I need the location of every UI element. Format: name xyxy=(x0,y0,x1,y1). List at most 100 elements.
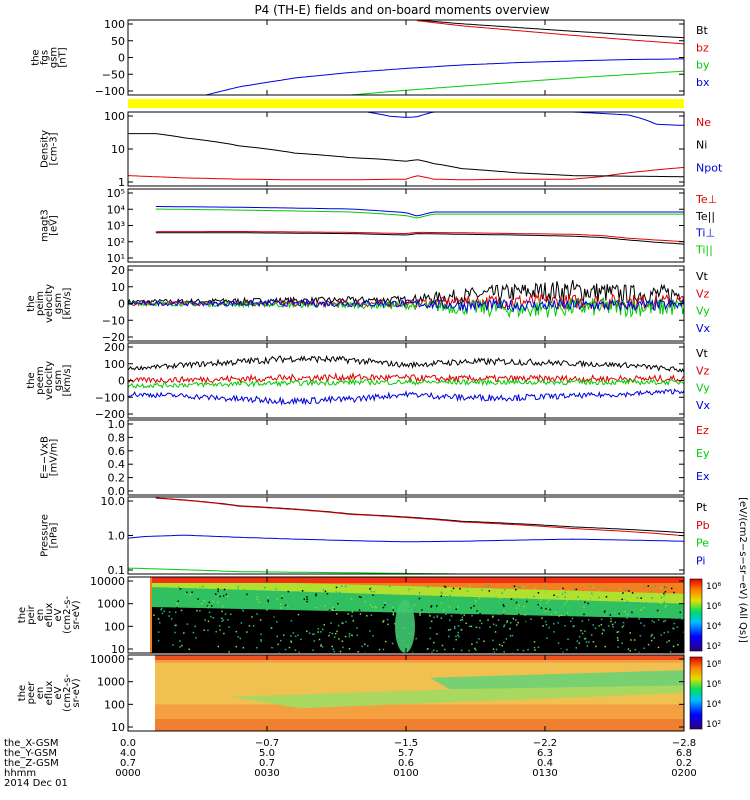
y-tick-label: 10² xyxy=(107,236,125,249)
series-pi-line xyxy=(127,534,685,543)
y-tick-label: 50 xyxy=(111,35,125,48)
series-vx-line xyxy=(127,388,685,406)
y-axis-label: E=−VxB xyxy=(40,436,51,479)
series-npot-line xyxy=(367,111,685,126)
y-axis-label: peir xyxy=(26,604,37,624)
y-axis-label: [mV/m] xyxy=(49,439,60,477)
series-bx-line xyxy=(205,58,684,96)
x-tick-value: 0.0 xyxy=(120,738,136,749)
y-tick-label: −100 xyxy=(95,85,125,98)
y-axis-label: magt3 xyxy=(40,209,51,242)
legend-vx: Vx xyxy=(696,399,711,412)
x-tick-value: −1.5 xyxy=(394,738,418,749)
heatmap-peir-en-eflux xyxy=(128,577,684,653)
y-axis-label: eflux xyxy=(44,603,55,628)
y-tick-label: 10.0 xyxy=(101,495,126,508)
legend-vy: Vy xyxy=(696,382,710,395)
y-tick-label: 100 xyxy=(104,620,125,633)
series-te⊥-line xyxy=(155,231,685,243)
legend-ti||: Ti|| xyxy=(695,243,713,256)
y-tick-label: 100 xyxy=(104,18,125,31)
legend-ne: Ne xyxy=(696,116,711,129)
series-bz-line xyxy=(417,20,685,45)
y-axis-label: eV xyxy=(53,686,64,699)
x-tick-value: 0130 xyxy=(532,768,557,779)
panel-frame xyxy=(127,496,685,575)
y-tick-label: 10 xyxy=(111,721,125,734)
y-tick-label: −20 xyxy=(102,331,125,344)
panel-peir-en-eflux: 10⁸ 10⁶ 10⁴ 10² 10000 1000 100 10 thepeireneflux… xyxy=(17,575,721,656)
panel-frame xyxy=(127,188,685,263)
y-axis-label: velocity xyxy=(44,284,55,323)
y-tick-label: 20 xyxy=(111,264,125,277)
x-tick-value: 0000 xyxy=(115,768,140,779)
panel-efield: 1.00.80.60.40.20.0 E=−VxB[mV/m] Ez Ey Ex xyxy=(40,418,710,498)
series-ti⊥-line xyxy=(155,206,684,217)
y-axis-label: eV xyxy=(53,608,64,621)
y-tick-label: 10¹ xyxy=(107,252,125,265)
y-tick-label: 10⁵ xyxy=(107,187,125,200)
legend-te||: Te|| xyxy=(695,210,715,223)
y-axis-label: en xyxy=(35,609,46,622)
y-tick-label: −100 xyxy=(95,391,125,404)
legend-bz: bz xyxy=(696,41,709,54)
y-tick-label: 0 xyxy=(118,298,125,311)
series-vy-line xyxy=(127,378,685,389)
x-tick-value: 6.8 xyxy=(676,748,692,759)
y-axis-label: [nPa] xyxy=(49,522,60,548)
legend-ey: Ey xyxy=(696,447,710,460)
y-tick-label: 0.4 xyxy=(108,458,126,471)
series-vt-line xyxy=(127,354,685,373)
x-tick-value: 5.0 xyxy=(259,748,275,759)
x-tick-value: 0.7 xyxy=(120,758,136,769)
y-tick-label: −200 xyxy=(95,408,125,421)
x-tick-value: 0.4 xyxy=(537,758,553,769)
y-axis-label: fgs xyxy=(40,50,51,65)
colorbar-tick: 10⁶ xyxy=(706,680,721,690)
y-tick-label: 1000 xyxy=(97,598,125,611)
y-tick-label: 0.2 xyxy=(108,472,126,485)
y-tick-label: 1.0 xyxy=(108,418,126,431)
x-tick-value: 0.6 xyxy=(398,758,414,769)
panel-density: 100 10 1 Density[cm-3] Ne Ni Npot xyxy=(40,110,723,189)
x-tick-value: 0200 xyxy=(671,768,696,779)
legend-vz: Vz xyxy=(696,287,710,300)
colorbar-strip xyxy=(689,578,703,652)
x-tick-value: 5.7 xyxy=(398,748,414,759)
series-by-line xyxy=(350,70,685,96)
y-axis-label: gsm xyxy=(53,370,64,391)
y-axis-label: peim xyxy=(35,291,46,316)
legend-ni: Ni xyxy=(696,139,707,152)
y-tick-label: 1.0 xyxy=(108,530,126,543)
y-tick-label: −50 xyxy=(102,68,125,81)
y-axis-label: the xyxy=(26,372,37,388)
y-tick-label: 0.6 xyxy=(108,445,126,458)
y-axis-label: [eV] xyxy=(49,215,60,236)
panel-pressure: 10.0 1.0 0.1 Pressure[nPa] Pt Pb Pe Pi xyxy=(40,495,710,577)
y-axis-label: eflux xyxy=(44,681,55,706)
legend-pt: Pt xyxy=(696,501,708,514)
legend-pe: Pe xyxy=(696,537,709,550)
x-tick-value: 0100 xyxy=(393,768,418,779)
colorbar-tick: 10⁶ xyxy=(706,602,721,612)
mode-bar-fill xyxy=(128,99,684,108)
y-axis-label: the xyxy=(26,295,37,311)
legend-vx: Vx xyxy=(696,322,711,335)
heatmap-peer-en-eflux xyxy=(128,655,684,731)
series-vx-line xyxy=(127,298,685,313)
colorbar-tick: 10⁴ xyxy=(706,700,721,710)
y-tick-label: 0.8 xyxy=(108,431,126,444)
colorbar-strip xyxy=(689,656,703,730)
figure-title: P4 (TH-E) fields and on-board moments ov… xyxy=(254,3,549,17)
y-axis-label: [cm-3] xyxy=(49,132,60,165)
y-axis-label: the xyxy=(31,49,42,65)
x-row-label: the_X-GSM xyxy=(4,738,58,749)
legend-vy: Vy xyxy=(696,305,710,318)
colorbar-peer-en-eflux: 10⁸ 10⁶ 10⁴ 10² xyxy=(689,656,721,730)
legend-by: by xyxy=(696,59,710,72)
colorbar-tick: 10² xyxy=(706,642,721,652)
